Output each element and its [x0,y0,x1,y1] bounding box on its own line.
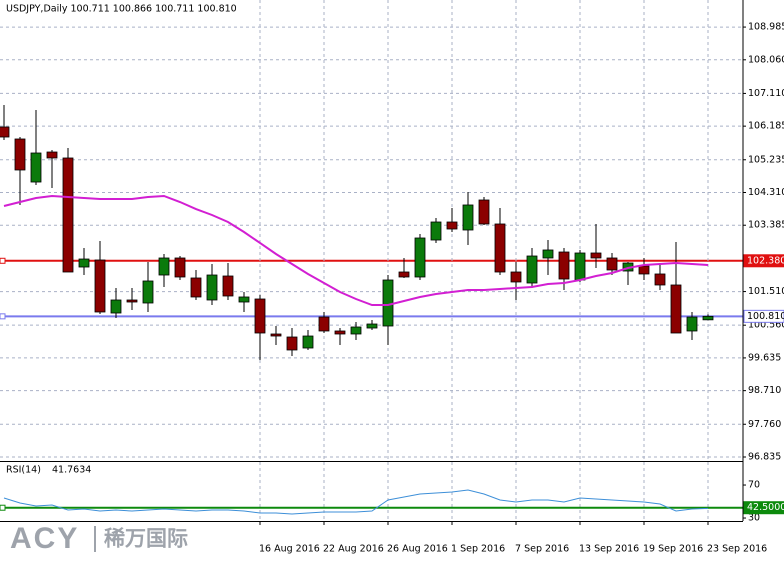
y-tick-label: 100.560 [748,320,784,331]
watermark-chinese: 稀万国际 [104,527,188,551]
x-tick-label: 26 Aug 2016 [387,544,448,555]
chart-title: USDJPY,Daily 100.711 100.866 100.711 100… [6,4,237,15]
indicator-value: 41.7634 [52,465,91,476]
y-tick-label: 105.235 [748,154,784,165]
watermark: ACY 稀万国际 [0,522,226,563]
indicator-line [3,489,709,515]
y-tick-label: 103.385 [748,220,784,231]
candle-body [46,151,58,159]
candle-body [350,326,362,335]
candle-body [494,223,506,273]
candle-body [270,333,282,337]
level-label: 100.810 [747,311,784,322]
candle-body [638,265,650,275]
y-tick-label: 96.835 [748,451,781,462]
x-tick-label: 7 Sep 2016 [515,544,569,555]
level-marker [0,313,6,320]
candle-body [430,221,442,241]
level-marker [0,504,6,511]
candle-body [142,280,154,304]
level-label-box [743,309,784,323]
x-tick-label: 1 Sep 2016 [451,544,505,555]
candle-body [542,249,554,259]
candle-body [478,199,490,225]
candle-body [654,273,666,286]
y-tick-label: 106.185 [748,121,784,132]
candle-body [158,257,170,276]
x-tick-label: 22 Aug 2016 [323,544,384,555]
x-tick-label: 16 Aug 2016 [259,544,320,555]
candle-body [110,299,122,314]
candle-body [366,323,378,329]
candle-body [14,138,26,171]
candle-body [382,279,394,327]
candle-body [606,257,618,271]
level-label: 102.380 [747,255,784,266]
candle-body [254,298,266,334]
candle-body [190,277,202,298]
y-tick-label: 97.760 [748,419,781,430]
candle-body [318,316,330,332]
candle-body [30,152,42,183]
candle-body [78,258,90,268]
y-tick-label: 104.310 [748,187,784,198]
candle-body [126,299,138,303]
candle-body [574,252,586,281]
y-tick-label: 108.060 [748,54,784,65]
candle-body [686,316,698,332]
candle-body [206,274,218,301]
candle-body [62,157,74,273]
candle-body [238,296,250,303]
candle-body [0,126,10,138]
x-tick-label: 23 Sep 2016 [707,544,767,555]
level-label-box [743,501,784,515]
candle-body [558,251,570,280]
y-tick-label: 101.510 [748,286,784,297]
candle-body [670,284,682,334]
candle-body [510,271,522,283]
candle-body [702,315,714,321]
x-tick-label: 13 Sep 2016 [579,544,639,555]
watermark-divider [94,526,96,552]
level-label: 42.5000 [747,502,784,513]
watermark-background [0,522,226,563]
candle-body [286,336,298,351]
x-tick-label: 19 Sep 2016 [643,544,703,555]
candle-body [590,252,602,259]
y-tick-label: 98.710 [748,385,781,396]
candle-body [174,257,186,278]
y-tick-label: 70 [748,480,760,491]
watermark-brand: ACY [10,522,79,555]
candle-body [334,330,346,335]
candle-body [302,335,314,349]
candle-body [222,275,234,297]
level-marker [0,257,6,264]
y-tick-label: 99.635 [748,352,781,363]
indicator-name: RSI(14) [6,465,41,476]
y-tick-label: 107.110 [748,88,784,99]
candle-body [398,271,410,278]
candle-body [94,259,106,313]
y-tick-label: 30 [748,513,760,524]
level-label-box [743,254,784,268]
moving-average [3,194,709,307]
y-tick-label: 108.985 [748,22,784,33]
candle-body [462,204,474,231]
candle-body [414,237,426,278]
candle-body [526,255,538,284]
candle-body [446,221,458,230]
